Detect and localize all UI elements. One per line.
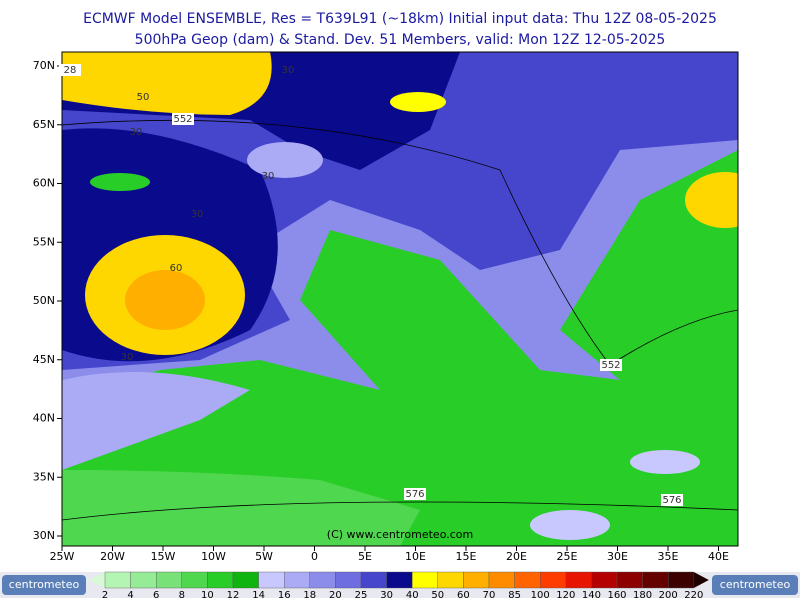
colorbar-swatch <box>642 571 669 589</box>
colorbar-label: 70 <box>483 590 496 600</box>
contour-label-box <box>172 113 194 125</box>
colorbar-swatch <box>514 571 541 589</box>
colorbar-swatch <box>360 571 387 589</box>
lon-label: 5W <box>255 550 273 563</box>
colorbar-swatch <box>386 571 413 589</box>
colorbar-label: 14 <box>252 590 265 600</box>
lat-label: 35N <box>33 470 55 483</box>
colorbar-swatch <box>463 571 490 589</box>
colorbar-swatch <box>412 571 439 589</box>
colorbar-swatch <box>104 571 131 589</box>
contour-label-box <box>59 64 81 76</box>
colorbar-label: 160 <box>607 590 626 600</box>
colorbar-label: 60 <box>457 590 470 600</box>
lat-label: 65N <box>33 118 55 131</box>
lon-label: 25W <box>50 550 75 563</box>
contour-label: 576 <box>662 495 681 506</box>
colorbar-swatch <box>488 571 515 589</box>
contour-label: 552 <box>601 360 620 371</box>
contour-label-box <box>661 494 683 506</box>
lon-label: 5E <box>358 550 372 563</box>
colorbar-swatch <box>130 571 157 589</box>
colorbar-label: 220 <box>684 590 703 600</box>
lon-label: 10E <box>405 550 426 563</box>
contour-label: 30 <box>121 352 134 363</box>
colorbar-label: 4 <box>127 590 133 600</box>
colorbar-swatch <box>181 571 208 589</box>
contour-label: 576 <box>405 489 424 500</box>
colorbar-label: 6 <box>153 590 159 600</box>
colorbar-label: 100 <box>531 590 550 600</box>
colorbar-label: 8 <box>179 590 185 600</box>
logo-right: centrometeo <box>720 578 791 591</box>
contour-label: 30 <box>262 171 275 182</box>
colorbar-swatch <box>284 571 311 589</box>
watermark: (C) www.centrometeo.com <box>327 528 473 541</box>
lat-label: 60N <box>33 177 55 190</box>
lat-label: 50N <box>33 294 55 307</box>
lon-label: 30E <box>607 550 628 563</box>
lon-label: 35E <box>658 550 679 563</box>
lon-label: 40E <box>708 550 729 563</box>
colorbar-swatch <box>155 571 182 589</box>
colorbar-label: 2 <box>102 590 108 600</box>
colorbar-label: 18 <box>303 590 316 600</box>
contour-label-box <box>404 488 426 500</box>
lat-label: 40N <box>33 412 55 425</box>
contour-label: 30 <box>282 65 295 76</box>
colorbar-label: 140 <box>582 590 601 600</box>
colorbar-label: 180 <box>633 590 652 600</box>
lon-label: 15W <box>151 550 176 563</box>
colorbar-swatch <box>258 571 285 589</box>
map-field <box>61 51 739 547</box>
lat-label: 70N <box>33 59 55 72</box>
lat-label: 55N <box>33 235 55 248</box>
colorbar-start <box>88 572 105 588</box>
contour-label: 50 <box>137 92 150 103</box>
lon-label: 10W <box>201 550 226 563</box>
colorbar-label: 200 <box>659 590 678 600</box>
colorbar-label: 25 <box>355 590 368 600</box>
colorbar-swatch <box>591 571 618 589</box>
colorbar-swatch <box>668 571 695 589</box>
colorbar-swatch <box>309 571 336 589</box>
subtitle: 500hPa Geop (dam) & Stand. Dev. 51 Membe… <box>135 32 666 48</box>
contour-label: 28 <box>64 65 77 76</box>
colorbar-label: 16 <box>278 590 291 600</box>
colorbar-end <box>693 572 709 588</box>
lon-label: 15E <box>456 550 477 563</box>
contour-label: 30 <box>191 209 204 220</box>
colorbar-label: 12 <box>227 590 240 600</box>
logo-left: centrometeo <box>9 578 80 591</box>
colorbar-label: 20 <box>329 590 342 600</box>
colorbar-swatch <box>335 571 362 589</box>
colorbar-label: 85 <box>508 590 521 600</box>
lat-label: 30N <box>33 529 55 542</box>
colorbar-label: 40 <box>406 590 419 600</box>
contour-label: 552 <box>173 114 192 125</box>
colorbar-label: 10 <box>201 590 214 600</box>
logo-left-bg <box>2 575 86 595</box>
lat-label: 45N <box>33 353 55 366</box>
contour-label: 60 <box>170 263 183 274</box>
colorbar-label: 30 <box>380 590 393 600</box>
lon-label: 0 <box>311 550 318 563</box>
lon-label: 25E <box>557 550 578 563</box>
colorbar-swatch <box>207 571 234 589</box>
title: ECMWF Model ENSEMBLE, Res = T639L91 (~18… <box>83 11 717 27</box>
colorbar-swatch <box>437 571 464 589</box>
colorbar-swatch <box>616 571 643 589</box>
colorbar-swatch <box>232 571 259 589</box>
colorbar-label: 120 <box>556 590 575 600</box>
lon-label: 20W <box>100 550 125 563</box>
colorbar-label: 50 <box>431 590 444 600</box>
contour-label-box <box>600 359 622 371</box>
lon-label: 20E <box>506 550 527 563</box>
contour-label: 30 <box>130 127 143 138</box>
colorbar-swatch <box>540 571 567 589</box>
logo-right-bg <box>712 575 798 595</box>
colorbar-swatch <box>565 571 592 589</box>
